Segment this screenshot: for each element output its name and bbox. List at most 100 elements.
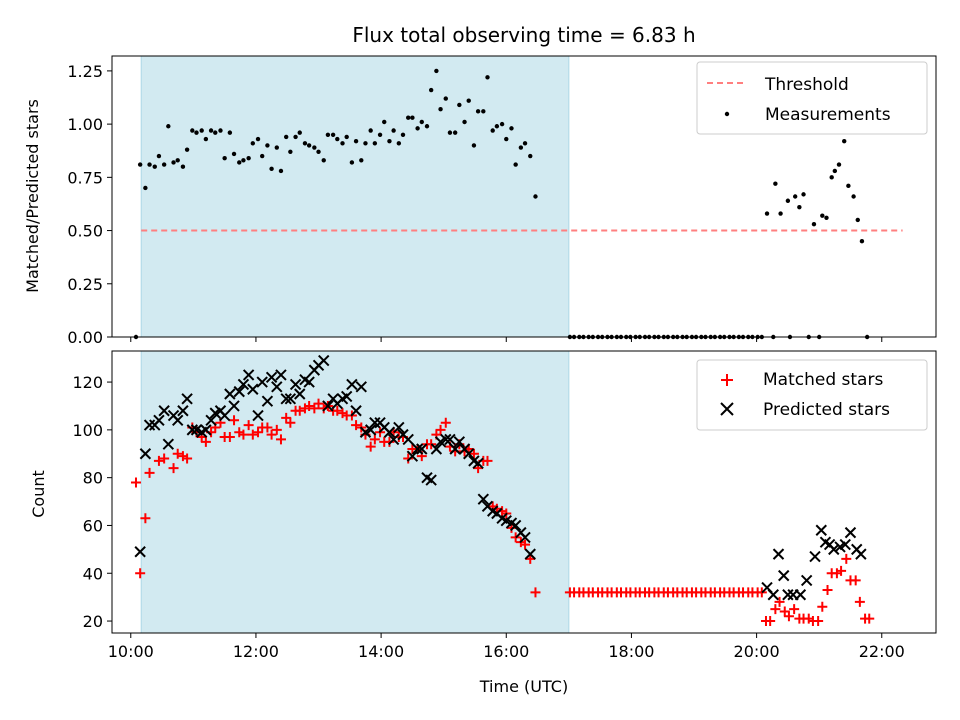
top-measurement-point <box>231 151 237 157</box>
bottom-predicted-point <box>406 450 419 462</box>
top-measurement-point <box>764 211 770 216</box>
bottom-matched-point <box>864 613 875 624</box>
top-measurement-point <box>567 334 573 340</box>
bottom-predicted-point <box>524 548 536 560</box>
top-measurement-point <box>577 334 582 340</box>
bottom-matched-point <box>850 575 861 586</box>
top-measurement-point <box>785 198 791 203</box>
top-y-tick-label: 0.00 <box>67 328 103 347</box>
bottom-predicted-point <box>233 385 245 398</box>
x-axis-label: Time (UTC) <box>479 677 568 696</box>
top-measurement-point <box>755 334 760 340</box>
bottom-predicted-point <box>346 378 358 391</box>
bottom-x-tick-label: 18:00 <box>608 642 654 661</box>
bottom-predicted-point <box>172 414 184 427</box>
top-shaded-region <box>141 56 569 337</box>
top-measurement-point <box>750 334 755 340</box>
top-measurement-point <box>646 334 652 340</box>
bottom-predicted-point <box>477 493 490 505</box>
top-measurement-point <box>344 134 349 140</box>
bottom-matched-point <box>172 448 183 459</box>
bottom-matched-point <box>854 596 865 607</box>
top-axes-frame <box>111 55 937 338</box>
top-measurement-point <box>288 149 293 154</box>
top-measurement-point <box>259 153 265 159</box>
top-measurement-point <box>528 153 533 159</box>
top-measurement-point <box>222 155 227 161</box>
bottom-predicted-point <box>794 589 807 601</box>
top-measurement-point <box>218 128 223 133</box>
bottom-y-tick-label: 20 <box>83 612 103 631</box>
top-measurement-point <box>509 126 514 131</box>
top-measurement-point <box>353 138 359 144</box>
bottom-matched-point <box>247 429 258 440</box>
bottom-matched-point <box>304 400 315 411</box>
legend-frame <box>696 61 928 135</box>
top-measurement-point <box>452 130 458 135</box>
bottom-matched-point <box>765 616 776 627</box>
top-measurement-point <box>859 239 865 244</box>
top-measurement-point <box>624 334 629 340</box>
bottom-x-tick-label: 10:00 <box>108 642 154 661</box>
top-measurement-point <box>190 128 195 133</box>
bottom-x-tick-label: 22:00 <box>859 642 905 661</box>
bottom-matched-point <box>440 417 451 428</box>
bottom-predicted-point <box>247 383 259 395</box>
bottom-matched-point <box>365 441 376 452</box>
top-measurement-point <box>175 158 180 163</box>
bottom-matched-point <box>271 424 282 435</box>
top-plot-marks <box>133 68 903 340</box>
bottom-predicted-point <box>200 424 212 436</box>
top-measurement-point <box>443 96 448 101</box>
top-measurement-point <box>213 130 218 135</box>
predicted-legend-label: Predicted stars <box>763 400 890 420</box>
top-measurement-point <box>147 162 152 167</box>
bottom-matched-point <box>266 429 277 440</box>
top-measurement-point <box>471 143 477 148</box>
bottom-matched-point <box>482 455 493 466</box>
top-measurement-point <box>199 128 204 133</box>
chart-title: Flux total observing time = 6.83 h <box>352 23 695 47</box>
bottom-predicted-point <box>839 538 851 551</box>
bottom-predicted-point <box>809 550 821 563</box>
bottom-axes: 20 40 60 80 100 120 10:00 12:00 14:00 16:00 18:00 2… <box>72 350 937 661</box>
bottom-matched-point <box>369 434 380 445</box>
top-y-tick-label: 1.00 <box>67 115 103 134</box>
bottom-predicted-point <box>519 531 531 544</box>
bottom-matched-point <box>836 565 847 576</box>
top-measurement-point <box>571 334 577 340</box>
threshold-legend-label: Threshold <box>764 75 849 95</box>
top-measurement-point <box>400 132 406 137</box>
top-measurement-point <box>605 334 610 340</box>
bottom-predicted-point <box>158 405 170 417</box>
bottom-x-tick-label: 14:00 <box>358 642 404 661</box>
top-measurement-point <box>283 134 289 140</box>
top-measurement-point <box>703 334 708 340</box>
bottom-predicted-point <box>815 524 827 536</box>
top-measurement-point <box>494 124 500 129</box>
top-measurement-point <box>675 334 680 340</box>
top-measurement-point <box>513 162 518 167</box>
bottom-predicted-point <box>828 543 840 556</box>
top-measurement-point <box>475 109 481 114</box>
top-measurement-point <box>269 166 274 172</box>
top-measurement-point <box>184 147 190 152</box>
bottom-matched-point <box>294 405 305 416</box>
bottom-matched-point <box>313 398 324 409</box>
bottom-predicted-point <box>318 354 330 367</box>
top-y-tick-label: 0.25 <box>67 275 103 294</box>
bottom-predicted-point <box>228 400 240 412</box>
bottom-matched-point <box>770 604 781 615</box>
bottom-matched-point <box>789 604 800 615</box>
bottom-predicted-point <box>782 589 794 601</box>
top-measurement-point <box>302 141 308 146</box>
bottom-matched-point <box>275 434 286 445</box>
bottom-predicted-point <box>275 369 287 381</box>
bottom-predicted-point <box>844 526 857 539</box>
bottom-matched-point <box>285 417 296 428</box>
bottom-predicted-point <box>509 519 522 532</box>
bottom-predicted-point <box>284 393 297 405</box>
top-measurement-point <box>462 119 467 125</box>
bottom-predicted-point <box>767 589 779 601</box>
predicted-legend-marker <box>720 402 734 416</box>
